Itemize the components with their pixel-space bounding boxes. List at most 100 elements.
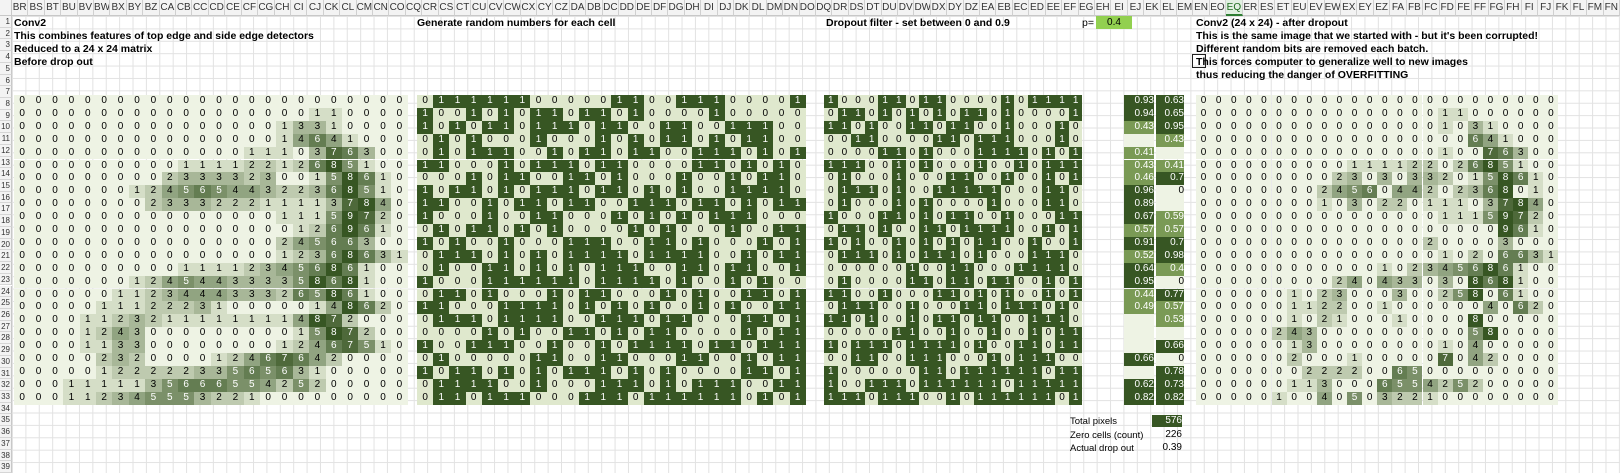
conv2-cell[interactable]: 0 [391,236,408,250]
random-bit-cell[interactable]: 0 [627,288,644,302]
conv2-cell[interactable]: 0 [14,198,31,212]
after-dropout-cell[interactable]: 0 [1196,159,1212,173]
dropout-mask-cell[interactable]: 0 [1041,133,1056,147]
dropout-mask-cell[interactable]: 1 [824,120,838,134]
column-header-eh[interactable]: EH [1094,0,1112,16]
after-dropout-cell[interactable]: 4 [1467,353,1483,366]
after-dropout-cell[interactable]: 0 [1316,95,1332,108]
after-dropout-cell[interactable]: 0 [1271,224,1287,237]
random-bit-cell[interactable]: 0 [724,288,741,302]
after-dropout-cell[interactable]: 0 [1377,365,1393,379]
after-dropout-cell[interactable]: 0 [1211,327,1227,341]
random-bit-cell[interactable]: 0 [773,365,790,379]
dropout-mask-cell[interactable]: 1 [905,107,920,121]
row-header-25[interactable]: 25 [0,297,12,309]
random-bit-cell[interactable]: 1 [562,327,579,341]
random-bit-cell[interactable]: 1 [465,133,482,147]
dropout-mask-cell[interactable]: 0 [1068,262,1083,276]
conv2-cell[interactable]: 2 [243,262,260,276]
dropout-mask-cell[interactable]: 1 [1041,378,1056,392]
random-bit-cell[interactable]: 0 [481,107,498,121]
conv2-cell[interactable]: 8 [325,288,342,302]
random-bit-cell[interactable]: 0 [611,198,628,212]
after-dropout-cell[interactable]: 0 [1331,340,1347,353]
random-bit-cell[interactable]: 0 [611,146,628,160]
after-dropout-cell[interactable]: 0 [1452,275,1468,289]
conv2-cell[interactable]: 0 [14,275,31,289]
random-bit-cell[interactable]: 1 [741,159,758,173]
conv2-cell[interactable]: 0 [112,185,129,199]
conv2-cell[interactable]: 0 [194,133,211,147]
conv2-cell[interactable]: 0 [145,133,162,147]
random-bit-cell[interactable]: 1 [741,314,758,328]
conv2-cell[interactable]: 0 [145,224,162,237]
after-dropout-cell[interactable]: 6 [1482,275,1498,289]
random-bit-cell[interactable]: 0 [773,314,790,328]
dropout-mask-cell[interactable]: 1 [932,378,947,392]
conv2-cell[interactable]: 0 [112,107,129,121]
after-dropout-cell[interactable]: 0 [1331,224,1347,237]
after-dropout-cell[interactable]: 0 [1256,95,1272,108]
after-dropout-cell[interactable]: 0 [1422,353,1438,366]
dropout-mask-cell[interactable]: 1 [892,249,906,263]
random-bit-cell[interactable]: 0 [643,262,660,276]
conv2-cell[interactable]: 1 [227,159,244,173]
row-header-1[interactable]: 1 [0,16,12,28]
after-dropout-cell[interactable]: 0 [1196,107,1212,121]
conv2-cell[interactable]: 1 [276,159,293,173]
random-bit-cell[interactable]: 0 [465,159,482,173]
conv2-cell[interactable]: 1 [227,262,244,276]
conv2-cell[interactable]: 0 [391,211,408,224]
conv2-cell[interactable]: 1 [243,314,260,328]
dropout-mask-cell[interactable]: 0 [960,133,974,147]
after-dropout-cell[interactable]: 0 [1467,391,1483,405]
dropout-mask-cell[interactable]: 0 [905,146,920,160]
conv2-cell[interactable]: 2 [292,249,310,263]
random-bit-cell[interactable]: 0 [514,262,531,276]
random-bit-cell[interactable]: 1 [724,275,741,289]
dropout-mask-cell[interactable]: 0 [878,327,892,341]
dropout-mask-cell[interactable]: 1 [905,391,920,405]
conv2-cell[interactable]: 0 [30,327,47,341]
random-bit-cell[interactable]: 0 [724,159,741,173]
dropout-mask-cell[interactable]: 0 [919,327,933,341]
dropout-mask-cell[interactable]: 0 [1041,120,1056,134]
p-label[interactable]: p= [1082,17,1094,29]
dropout-mask-cell[interactable]: 1 [946,185,960,199]
conv2-cell[interactable]: 0 [128,211,146,224]
dropout-mask-cell[interactable]: 1 [973,378,988,392]
conv2-cell[interactable]: 4 [309,353,326,366]
after-dropout-cell[interactable]: 8 [1467,314,1483,328]
conv2-cell[interactable]: 0 [210,327,228,341]
random-bit-cell[interactable]: 0 [773,236,790,250]
dropout-mask-cell[interactable]: 1 [946,262,960,276]
conv2-cell[interactable]: 0 [358,378,375,392]
el-value-cell[interactable]: 0.82 [1124,391,1154,405]
random-bit-cell[interactable]: 1 [433,301,450,315]
dropout-mask-cell[interactable]: 1 [864,249,879,263]
conv2-cell[interactable]: 0 [325,378,342,392]
random-bit-cell[interactable]: 1 [708,391,725,405]
random-bit-cell[interactable]: 1 [676,120,693,134]
after-dropout-cell[interactable]: 0 [1256,314,1272,328]
conv2-cell[interactable]: 1 [96,314,113,328]
dropout-mask-cell[interactable]: 0 [851,288,865,302]
conv2-cell[interactable]: 0 [46,198,64,212]
dropout-mask-cell[interactable]: 1 [824,211,838,224]
after-dropout-cell[interactable]: 0 [1316,107,1332,121]
eo-value-cell[interactable]: 0.59 [1156,211,1184,224]
random-bit-cell[interactable]: 0 [433,172,450,186]
after-dropout-cell[interactable]: 0 [1407,146,1423,160]
dropout-mask-cell[interactable]: 0 [946,301,960,315]
random-bit-cell[interactable]: 1 [417,159,434,173]
dropout-mask-cell[interactable]: 0 [1028,288,1042,302]
random-bit-cell[interactable]: 1 [692,378,709,392]
dropout-mask-cell[interactable]: 0 [1028,159,1042,173]
random-bit-cell[interactable]: 0 [546,378,563,392]
dropout-mask-cell[interactable]: 1 [946,391,960,405]
after-dropout-cell[interactable]: 1 [1286,378,1302,392]
dropout-mask-cell[interactable]: 1 [1000,275,1015,289]
conv2-cell[interactable]: 0 [243,133,260,147]
el-value-cell[interactable]: 0.41 [1124,146,1154,160]
after-dropout-cell[interactable]: 0 [1347,288,1363,302]
